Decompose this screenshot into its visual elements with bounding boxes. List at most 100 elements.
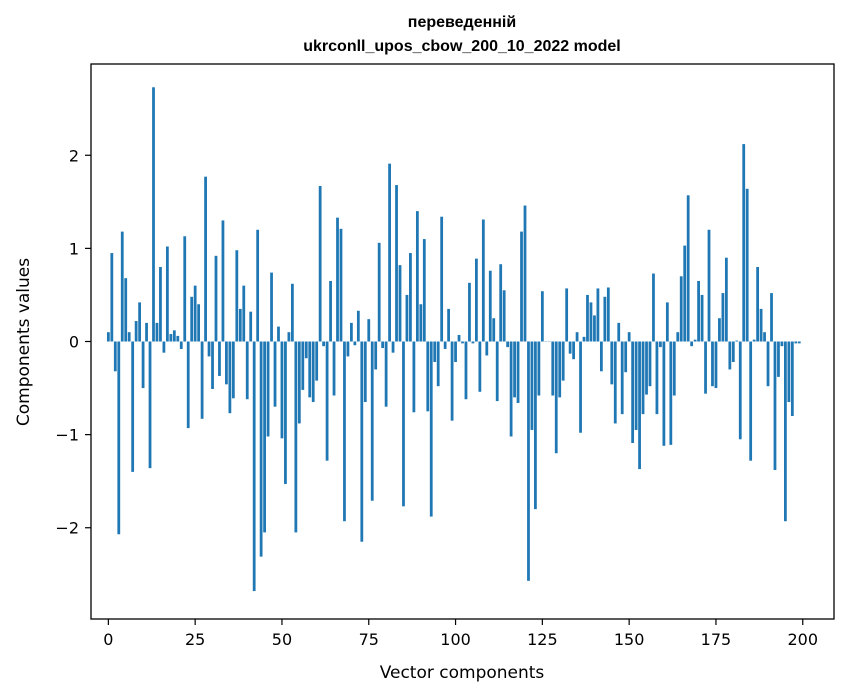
bar-component-10 bbox=[141, 341, 145, 389]
bar-component-1 bbox=[110, 253, 114, 342]
bar-component-30 bbox=[211, 341, 214, 389]
bar-component-24 bbox=[190, 296, 194, 342]
bar-component-186 bbox=[752, 339, 756, 342]
bar-component-72 bbox=[356, 310, 360, 342]
bar-component-60 bbox=[315, 341, 319, 381]
bar-component-42 bbox=[252, 341, 256, 592]
bar-component-184 bbox=[745, 188, 749, 342]
bar-component-6 bbox=[127, 332, 131, 342]
bar-component-142 bbox=[599, 341, 603, 372]
bar-component-55 bbox=[297, 341, 301, 424]
bar-component-122 bbox=[530, 341, 534, 430]
bar-component-163 bbox=[672, 341, 676, 396]
bar-component-59 bbox=[311, 341, 315, 403]
bar-component-74 bbox=[363, 341, 367, 403]
bar-component-139 bbox=[589, 302, 593, 342]
bar-component-69 bbox=[346, 341, 350, 357]
bar-component-111 bbox=[492, 318, 496, 342]
bar-component-20 bbox=[176, 335, 180, 342]
bar-component-195 bbox=[784, 341, 787, 522]
bar-component-80 bbox=[384, 341, 388, 407]
bar-component-104 bbox=[468, 282, 471, 342]
bar-component-64 bbox=[329, 280, 332, 342]
bar-component-44 bbox=[259, 341, 263, 557]
bar-component-153 bbox=[638, 341, 641, 470]
bar-component-0 bbox=[106, 332, 110, 342]
bar-component-71 bbox=[353, 341, 357, 346]
bar-component-109 bbox=[485, 341, 489, 356]
bar-component-179 bbox=[728, 341, 732, 370]
bar-component-147 bbox=[617, 322, 621, 342]
y-axis-label: Components values bbox=[14, 258, 34, 426]
bar-component-28 bbox=[204, 176, 207, 342]
bar-component-31 bbox=[214, 255, 218, 342]
bar-component-56 bbox=[301, 341, 305, 390]
bar-component-141 bbox=[596, 288, 600, 342]
bar-component-88 bbox=[412, 341, 416, 413]
bar-component-47 bbox=[270, 272, 273, 342]
bar-component-65 bbox=[332, 341, 336, 396]
bar-component-133 bbox=[568, 341, 572, 354]
bar-component-34 bbox=[225, 341, 228, 385]
bar-component-43 bbox=[256, 229, 260, 342]
bar-component-134 bbox=[572, 341, 575, 360]
bar-component-58 bbox=[308, 341, 312, 398]
bar-component-156 bbox=[648, 341, 652, 387]
bar-component-110 bbox=[488, 270, 492, 342]
bar-component-191 bbox=[770, 293, 773, 342]
bar-component-115 bbox=[506, 341, 510, 348]
bar-component-11 bbox=[145, 322, 148, 342]
bar-component-108 bbox=[481, 219, 485, 342]
bar-component-125 bbox=[540, 291, 544, 342]
bar-component-73 bbox=[360, 341, 364, 542]
bar-component-123 bbox=[534, 341, 537, 510]
bar-component-154 bbox=[641, 341, 645, 415]
bar-component-152 bbox=[634, 341, 638, 430]
bar-component-45 bbox=[263, 341, 266, 533]
bar-component-120 bbox=[523, 205, 527, 342]
bar-component-124 bbox=[537, 341, 541, 396]
bar-component-83 bbox=[395, 185, 398, 342]
bar-component-178 bbox=[724, 257, 728, 342]
bar-component-157 bbox=[652, 273, 655, 342]
y-tick-label: 1 bbox=[69, 239, 79, 258]
bar-component-102 bbox=[461, 341, 464, 344]
bar-component-25 bbox=[193, 285, 197, 342]
bar-component-96 bbox=[440, 216, 444, 342]
bar-component-79 bbox=[381, 341, 385, 349]
bar-component-174 bbox=[711, 341, 714, 387]
bar-component-53 bbox=[290, 283, 294, 342]
bar-component-162 bbox=[669, 341, 673, 445]
bar-component-91 bbox=[422, 239, 426, 342]
bar-component-177 bbox=[721, 293, 725, 342]
bar-component-27 bbox=[200, 341, 204, 419]
bar-component-113 bbox=[499, 264, 503, 342]
bar-component-146 bbox=[613, 341, 617, 424]
bar-component-180 bbox=[731, 341, 735, 362]
bar-component-87 bbox=[409, 253, 412, 342]
bar-component-92 bbox=[426, 341, 430, 412]
bar-component-48 bbox=[273, 341, 277, 407]
bar-component-121 bbox=[527, 341, 530, 581]
y-tick-label: −1 bbox=[55, 426, 79, 445]
bar-component-98 bbox=[447, 308, 450, 342]
bar-component-196 bbox=[787, 341, 791, 403]
bar-component-33 bbox=[221, 220, 225, 342]
bar-component-94 bbox=[433, 341, 437, 362]
bar-component-54 bbox=[294, 341, 298, 533]
bar-component-161 bbox=[665, 302, 669, 342]
bar-component-167 bbox=[686, 195, 690, 342]
bar-component-119 bbox=[520, 231, 523, 342]
bar-component-194 bbox=[780, 341, 784, 347]
bar-component-9 bbox=[138, 302, 141, 342]
bar-component-172 bbox=[704, 341, 707, 394]
bar-component-68 bbox=[343, 341, 346, 522]
bar-component-145 bbox=[610, 341, 614, 385]
bar-component-41 bbox=[249, 311, 253, 342]
bar-component-13 bbox=[152, 87, 155, 342]
bar-component-99 bbox=[450, 341, 454, 421]
bar-component-189 bbox=[763, 332, 766, 342]
bar-component-84 bbox=[398, 265, 402, 342]
bar-component-136 bbox=[579, 341, 582, 433]
bar-component-38 bbox=[238, 308, 242, 342]
